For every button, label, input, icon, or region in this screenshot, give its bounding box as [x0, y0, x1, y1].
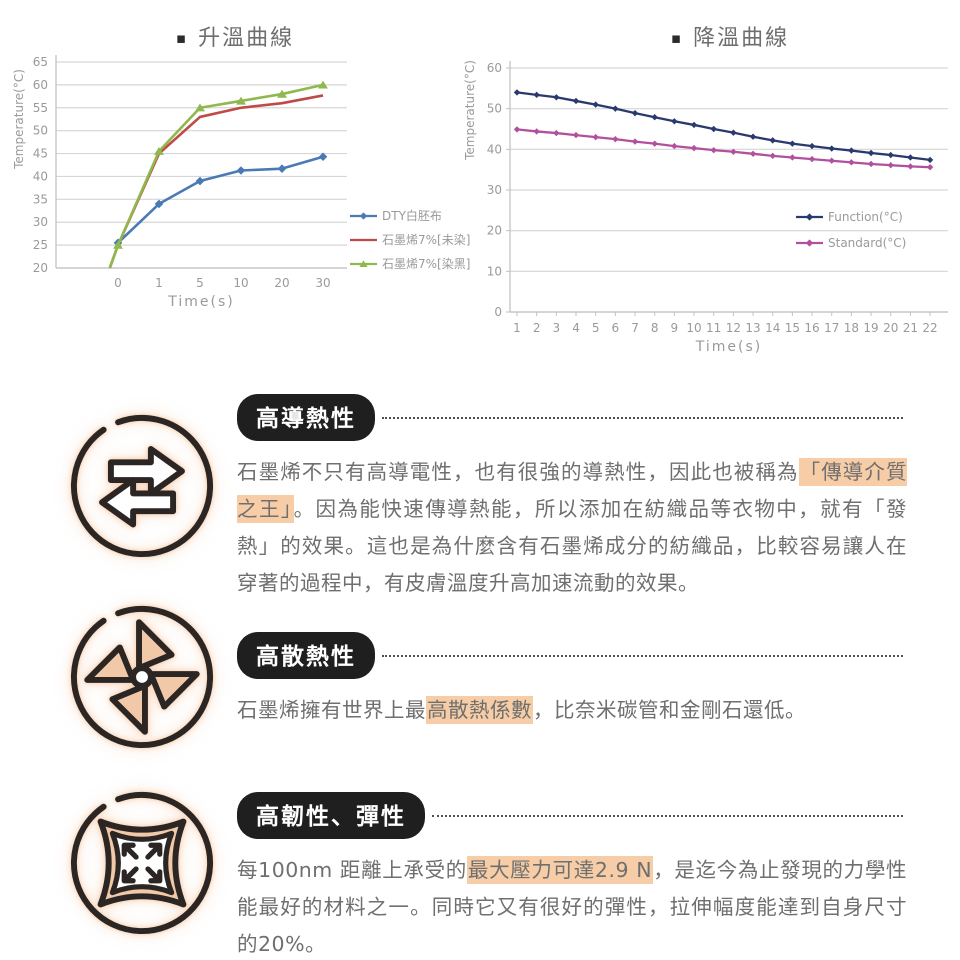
section-paragraph: 石墨烯不只有高導電性，也有很強的導熱性，因此也被稱為「傳導介質之王」。因為能快速… [237, 454, 908, 602]
svg-text:Temperature(°C): Temperature(°C) [12, 69, 26, 170]
section-badge: 高導熱性 [237, 394, 375, 441]
section-paragraph: 石墨烯擁有世界上最高散熱係數，比奈米碳管和金剛石還低。 [237, 692, 907, 729]
toughness-badge-icon [68, 789, 216, 937]
svg-text:50: 50 [487, 102, 502, 116]
svg-text:0: 0 [114, 276, 122, 290]
svg-text:12: 12 [726, 321, 741, 335]
svg-text:30: 30 [315, 276, 330, 290]
heating-curve-chart: ▪ 升溫曲線 20 25 30 35 40 45 50 55 60 65 0 1 5 10 20 30 Time(… [10, 18, 490, 358]
svg-text:2: 2 [533, 321, 541, 335]
transfer-arrows-icon [70, 414, 214, 558]
stretch-icon [70, 791, 214, 935]
highlighted-text: 最大壓力可達2.9 N [466, 856, 654, 884]
svg-text:45: 45 [33, 147, 48, 161]
svg-text:65: 65 [33, 55, 48, 69]
section-badge: 高韌性、彈性 [237, 792, 425, 839]
dotted-leader [382, 654, 903, 657]
svg-text:16: 16 [804, 321, 819, 335]
badge-row: 高散熱性 [237, 632, 907, 679]
svg-text:9: 9 [671, 321, 679, 335]
svg-text:4: 4 [572, 321, 580, 335]
svg-text:10: 10 [686, 321, 701, 335]
svg-text:35: 35 [33, 192, 48, 206]
svg-text:21: 21 [903, 321, 918, 335]
svg-text:40: 40 [33, 169, 48, 183]
dotted-leader [382, 416, 903, 419]
svg-text:10: 10 [233, 276, 248, 290]
svg-text:石墨烯7%[未染]: 石墨烯7%[未染] [382, 232, 470, 247]
svg-text:6: 6 [612, 321, 620, 335]
svg-text:20: 20 [274, 276, 289, 290]
heat-dissipation-badge-icon [68, 603, 216, 751]
svg-text:7: 7 [631, 321, 639, 335]
body-text: ，比奈米碳管和金剛石還低。 [533, 698, 806, 722]
svg-text:Time(s): Time(s) [695, 339, 762, 355]
svg-text:50: 50 [33, 124, 48, 138]
cooling-curve-chart: ▪ 降溫曲線 0 10 20 30 40 50 60 1 2 3 4 5 6 7 8 9 10 11 12 13 14 15… [460, 18, 960, 368]
body-text: 每100nm 距離上承受的 [237, 858, 467, 882]
svg-text:11: 11 [706, 321, 721, 335]
svg-text:55: 55 [33, 101, 48, 115]
svg-text:19: 19 [863, 321, 878, 335]
section-paragraph: 每100nm 距離上承受的最大壓力可達2.9 N，是迄今為止發現的力學性能最好的… [237, 852, 907, 960]
body-text: 。因為能快速傳導熱能，所以添加在紡織品等衣物中，就有「發熱」的效果。這也是為什麼… [237, 497, 908, 595]
section-heat-dissipation: 高散熱性 石墨烯擁有世界上最高散熱係數，比奈米碳管和金剛石還低。 [237, 632, 907, 729]
svg-text:Time(s): Time(s) [167, 294, 234, 310]
svg-text:0: 0 [494, 305, 502, 319]
svg-text:5: 5 [196, 276, 204, 290]
body-text: 石墨烯不只有高導電性，也有很強的導熱性，因此也被稱為 [237, 460, 799, 484]
section-toughness-elasticity: 高韌性、彈性 每100nm 距離上承受的最大壓力可達2.9 N，是迄今為止發現的… [237, 792, 907, 960]
svg-text:5: 5 [592, 321, 600, 335]
svg-text:22: 22 [922, 321, 937, 335]
svg-text:14: 14 [765, 321, 780, 335]
svg-text:1: 1 [155, 276, 163, 290]
svg-text:20: 20 [33, 261, 48, 275]
title-bullet-icon: ▪ [175, 29, 189, 47]
svg-text:18: 18 [844, 321, 859, 335]
svg-text:石墨烯7%[染黑]: 石墨烯7%[染黑] [382, 256, 470, 271]
svg-text:1: 1 [513, 321, 521, 335]
title-bullet-icon: ▪ [670, 29, 684, 47]
svg-text:Standard(°C): Standard(°C) [828, 236, 906, 250]
section-badge: 高散熱性 [237, 632, 375, 679]
highlighted-text: 高散熱係數 [426, 696, 533, 724]
svg-text:20: 20 [883, 321, 898, 335]
svg-text:40: 40 [487, 142, 502, 156]
body-text: 石墨烯擁有世界上最 [237, 698, 426, 722]
heat-conduction-badge-icon [68, 412, 216, 560]
svg-text:13: 13 [745, 321, 760, 335]
chart-title-text: 升溫曲線 [198, 26, 295, 51]
svg-text:60: 60 [33, 78, 48, 92]
badge-row: 高韌性、彈性 [237, 792, 907, 839]
svg-text:60: 60 [487, 61, 502, 75]
svg-text:3: 3 [553, 321, 561, 335]
svg-text:17: 17 [824, 321, 839, 335]
badge-row: 高導熱性 [237, 394, 907, 441]
heating-chart-title: ▪ 升溫曲線 [10, 20, 460, 52]
svg-text:Temperature(°C): Temperature(°C) [463, 60, 477, 161]
svg-text:30: 30 [487, 183, 502, 197]
section-heat-conduction: 高導熱性 石墨烯不只有高導電性，也有很強的導熱性，因此也被稱為「傳導介質之王」。… [237, 394, 908, 602]
body-text: ，是迄今為止發現的力學性能最好的材料之一。同時它又有很好的彈性，拉伸幅度能達到自… [237, 858, 908, 956]
svg-text:Function(°C): Function(°C) [828, 210, 903, 224]
dotted-leader [432, 814, 903, 817]
svg-text:30: 30 [33, 215, 48, 229]
heating-chart-plot: 20 25 30 35 40 45 50 55 60 65 0 1 5 10 20 30 Time(s) Temp… [12, 55, 470, 310]
pinwheel-icon [70, 605, 214, 749]
chart-title-text: 降溫曲線 [693, 26, 790, 51]
svg-text:25: 25 [33, 238, 48, 252]
svg-text:8: 8 [651, 321, 659, 335]
svg-text:10: 10 [487, 264, 502, 278]
cooling-chart-title: ▪ 降溫曲線 [500, 20, 960, 52]
svg-text:15: 15 [785, 321, 800, 335]
svg-text:DTY白胚布: DTY白胚布 [382, 208, 442, 223]
svg-text:20: 20 [487, 224, 502, 238]
